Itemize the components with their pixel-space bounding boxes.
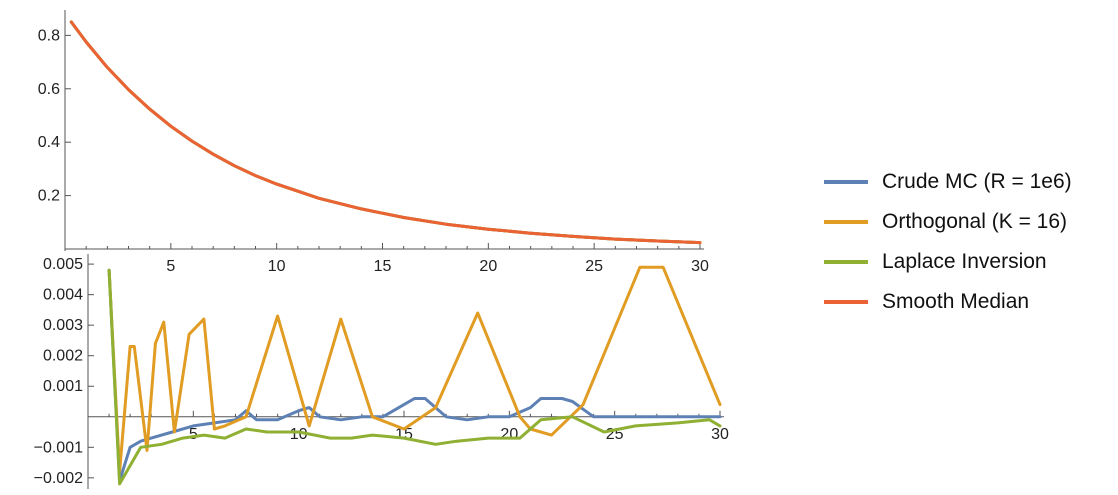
legend-swatch: [824, 180, 868, 184]
legend-item-laplace: Laplace Inversion: [824, 242, 1072, 282]
x-tick-label: 10: [268, 258, 286, 275]
series-line: [69, 20, 702, 245]
y-tick-label: 0.8: [38, 27, 60, 44]
series-line: [107, 268, 722, 483]
legend-swatch: [824, 260, 868, 264]
legend-label: Smooth Median: [882, 290, 1030, 313]
x-tick-label: 20: [479, 258, 497, 275]
legend-label: Laplace Inversion: [882, 250, 1047, 273]
x-tick-label: 30: [691, 258, 709, 275]
legend-item-smooth-median: Smooth Median: [824, 282, 1072, 322]
top-plot: 5 10 15 20 25 30 0.2 0.4 0.6 0.8: [38, 10, 709, 275]
series-line: [69, 20, 702, 245]
y-tick-label: 0.002: [43, 348, 83, 365]
series-line: [69, 20, 702, 245]
x-tick-label: 20: [500, 426, 518, 443]
legend-label: Crude MC (R = 1e6): [882, 170, 1072, 193]
legend-label: Orthogonal (K = 16): [882, 210, 1068, 233]
y-tick-label: −0.002: [34, 470, 83, 487]
y-tick-label: 0.005: [43, 256, 83, 273]
x-tick-label: 15: [374, 258, 392, 275]
y-tick-label: 0.2: [38, 188, 60, 205]
y-tick-label: 0.4: [38, 134, 60, 151]
series-line: [107, 268, 722, 486]
legend-item-orthogonal: Orthogonal (K = 16): [824, 202, 1072, 242]
y-tick-label: 0.004: [43, 287, 83, 304]
legend-item-crude-mc: Crude MC (R = 1e6): [824, 162, 1072, 202]
series-line: [69, 20, 702, 245]
x-tick-label: 10: [290, 426, 308, 443]
legend: Crude MC (R = 1e6) Orthogonal (K = 16) L…: [824, 162, 1072, 322]
x-tick-label: 25: [585, 258, 603, 275]
y-tick-label: 0.6: [38, 81, 60, 98]
bottom-plot: 5 10 15 20 25 30 −0.002 −0.001 0.001 0.002 0.003 0.…: [34, 254, 729, 489]
series-line: [107, 265, 722, 474]
y-tick-label: 0.001: [43, 378, 83, 395]
x-tick-label: 5: [189, 426, 198, 443]
y-tick-label: −0.001: [34, 439, 83, 456]
x-tick-label: 30: [711, 426, 729, 443]
y-tick-label: 0.003: [43, 317, 83, 334]
legend-swatch: [824, 220, 868, 224]
legend-swatch: [824, 300, 868, 304]
x-tick-label: 5: [166, 258, 175, 275]
